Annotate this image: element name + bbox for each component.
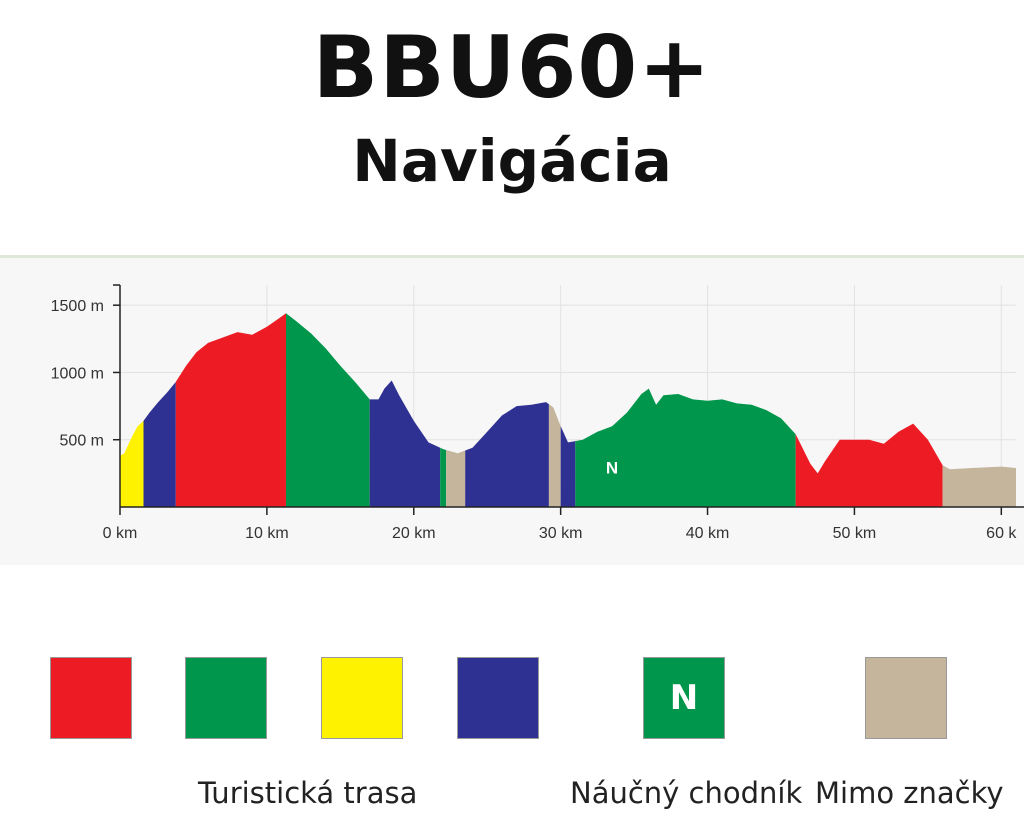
x-tick-label: 60 k bbox=[986, 525, 1017, 542]
legend-swatch-yellow bbox=[321, 657, 403, 739]
profile-segment-green bbox=[440, 447, 447, 507]
y-tick-label: 500 m bbox=[60, 433, 104, 450]
annotation-n-marker: N bbox=[606, 458, 618, 477]
x-tick-label: 30 km bbox=[539, 525, 583, 542]
legend-swatch-blue bbox=[457, 657, 539, 739]
elevation-profile-svg: 500 m 1000 m 1500 m 0 km 10 km 20 km 30 km 40 k… bbox=[51, 284, 1024, 542]
legend-letter-n: N bbox=[669, 678, 699, 718]
profile-segment-red bbox=[795, 423, 943, 507]
y-tick-label: 1500 m bbox=[51, 298, 104, 315]
profile-segment-tan bbox=[446, 450, 466, 507]
profile-segment-blue bbox=[560, 426, 576, 507]
x-tick-label: 0 km bbox=[103, 525, 138, 542]
legend-swatch-unmarked bbox=[865, 657, 947, 739]
profile-segment-green bbox=[285, 313, 370, 507]
legend-label-tourist: Turistická trasa bbox=[198, 776, 418, 810]
legend-label-unmarked: Mimo značky bbox=[815, 776, 1004, 810]
profile-segment-red bbox=[175, 313, 286, 507]
x-tick-label: 40 km bbox=[686, 525, 730, 542]
profile-segment-yellow bbox=[120, 420, 144, 507]
profile-segment-tan bbox=[942, 465, 1016, 507]
page-subtitle: Navigácia bbox=[352, 127, 672, 195]
legend-swatch-educational: N bbox=[643, 657, 725, 739]
profile-segment-tan bbox=[548, 404, 561, 507]
y-tick-label: 1000 m bbox=[51, 365, 104, 382]
x-tick-label: 50 km bbox=[833, 525, 877, 542]
legend-label-educational: Náučný chodník bbox=[570, 776, 803, 810]
x-tick-label: 10 km bbox=[245, 525, 289, 542]
profile-segment-green bbox=[575, 388, 796, 507]
profile-segment-blue bbox=[369, 380, 441, 507]
page-title: BBU60+ bbox=[312, 18, 712, 118]
legend-swatch-red bbox=[50, 657, 132, 739]
x-tick-label: 20 km bbox=[392, 525, 436, 542]
profile-segment-blue bbox=[465, 402, 549, 507]
profile-segment-blue bbox=[143, 381, 176, 507]
legend-swatch-green bbox=[185, 657, 267, 739]
elevation-chart: 500 m 1000 m 1500 m 0 km 10 km 20 km 30 km 40 k… bbox=[0, 255, 1024, 565]
map-edge-strip bbox=[0, 255, 1024, 258]
